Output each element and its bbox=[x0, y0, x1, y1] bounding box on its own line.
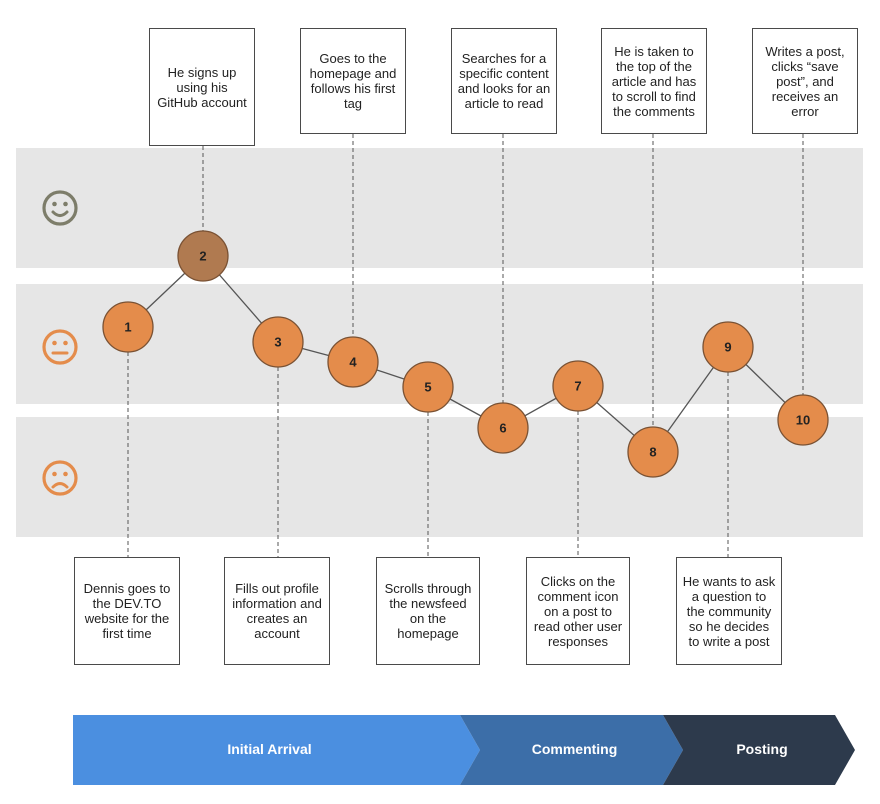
step-number: 6 bbox=[499, 421, 506, 436]
stage-label: Commenting bbox=[531, 741, 618, 757]
step-node-9 bbox=[702, 321, 754, 373]
smiley-face-icon-mouth bbox=[51, 210, 69, 217]
step-number: 9 bbox=[724, 340, 731, 355]
step-note-8: He is taken to the top of the article an… bbox=[601, 28, 707, 134]
step-node-4 bbox=[327, 336, 379, 388]
neutral-face-icon bbox=[42, 329, 78, 365]
sad-face-icon-right-eye bbox=[63, 471, 68, 477]
emotion-band-sad bbox=[16, 417, 863, 537]
step-number: 7 bbox=[574, 379, 581, 394]
emotion-band-happy bbox=[16, 148, 863, 268]
step-node-1 bbox=[102, 301, 154, 353]
stage-arrow-1 bbox=[73, 715, 480, 785]
stage-label: Initial Arrival bbox=[227, 741, 312, 757]
step-node-3 bbox=[252, 316, 304, 368]
step-node-10 bbox=[777, 394, 829, 446]
stage-label: Posting bbox=[736, 741, 788, 757]
neutral-face-icon-right-eye bbox=[63, 340, 68, 346]
step-note-10: Writes a post, clicks “save post”, and r… bbox=[752, 28, 858, 134]
sad-face-icon-outline bbox=[42, 460, 78, 496]
step-number: 4 bbox=[349, 355, 357, 370]
step-note-5: Scrolls through the newsfeed on the home… bbox=[376, 557, 480, 665]
smiley-face-icon-outline bbox=[42, 190, 78, 226]
step-node-8 bbox=[627, 426, 679, 478]
step-note-3: Fills out profile information and create… bbox=[224, 557, 330, 665]
step-node-6 bbox=[477, 402, 529, 454]
smiley-face-icon-right-eye bbox=[63, 201, 68, 207]
sad-face-icon-mouth bbox=[51, 482, 69, 489]
step-note-1: Dennis goes to the DEV.TO website for th… bbox=[74, 557, 180, 665]
step-note-7: Clicks on the comment icon on a post to … bbox=[526, 557, 630, 665]
step-note-6: Searches for a specific content and look… bbox=[451, 28, 557, 134]
smiley-face-icon bbox=[42, 190, 78, 226]
stage-arrow-3 bbox=[663, 715, 855, 785]
step-node-7 bbox=[552, 360, 604, 412]
step-note-4: Goes to the homepage and follows his fir… bbox=[300, 28, 406, 134]
smiley-face-icon-left-eye bbox=[52, 201, 57, 207]
neutral-face-icon-outline bbox=[42, 329, 78, 365]
step-number: 2 bbox=[199, 249, 206, 264]
neutral-face-icon-left-eye bbox=[52, 340, 57, 346]
step-number: 8 bbox=[649, 445, 656, 460]
sad-face-icon-left-eye bbox=[52, 471, 57, 477]
step-note-9: He wants to ask a question to the commun… bbox=[676, 557, 782, 665]
stage-arrow-2 bbox=[460, 715, 683, 785]
step-number: 3 bbox=[274, 335, 281, 350]
step-node-5 bbox=[402, 361, 454, 413]
step-node-2 bbox=[177, 230, 229, 282]
step-number: 1 bbox=[124, 320, 131, 335]
step-number: 10 bbox=[796, 413, 810, 428]
step-note-2: He signs up using his GitHub account bbox=[149, 28, 255, 146]
step-number: 5 bbox=[424, 380, 431, 395]
sad-face-icon bbox=[42, 460, 78, 496]
